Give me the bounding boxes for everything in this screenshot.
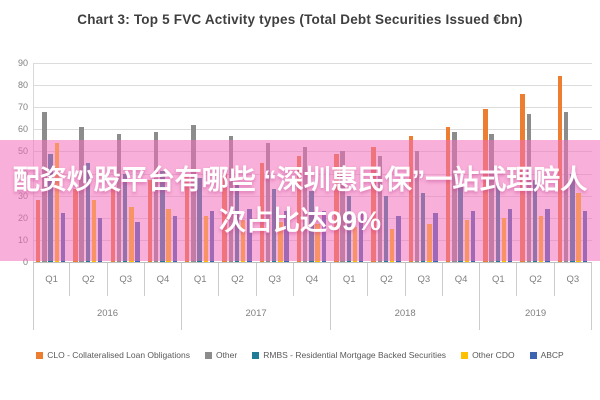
y-axis-tick-label: 60 bbox=[17, 124, 28, 135]
quarter-label: Q2 bbox=[368, 263, 406, 296]
legend-item: RMBS - Residential Mortgage Backed Secur… bbox=[252, 350, 446, 360]
legend-label: ABCP bbox=[540, 350, 564, 360]
y-axis-tick-label: 90 bbox=[17, 58, 28, 68]
legend-label: RMBS - Residential Mortgage Backed Secur… bbox=[263, 350, 447, 360]
quarter-label: Q1 bbox=[331, 263, 369, 296]
x-axis-line bbox=[33, 262, 592, 263]
legend-label: Other bbox=[215, 350, 238, 360]
quarter-label: Q1 bbox=[33, 263, 71, 296]
legend-swatch-icon bbox=[36, 351, 44, 359]
legend-label: CLO - Collateralised Loan Obligations bbox=[47, 350, 190, 360]
legend-item: Other bbox=[204, 350, 238, 360]
gridline bbox=[33, 63, 592, 64]
gridline bbox=[33, 85, 592, 87]
quarter-label: Q2 bbox=[70, 263, 108, 296]
y-axis-tick-label: 0 bbox=[22, 257, 28, 267]
legend-item: CLO - Collateralised Loan Obligations bbox=[36, 350, 190, 360]
legend-item: ABCP bbox=[529, 350, 564, 360]
overlay-banner: 配资炒股平台有哪些 “深圳惠民保”一站式理赔人 次占比达99% bbox=[0, 140, 600, 261]
legend-item: Other CDO bbox=[461, 350, 515, 360]
quarter-label: Q3 bbox=[257, 263, 294, 296]
legend-swatch-icon bbox=[204, 351, 212, 359]
legend-label: Other CDO bbox=[472, 350, 515, 360]
chart-title: Chart 3: Top 5 FVC Activity types (Total… bbox=[77, 12, 523, 27]
overlay-text-line1: 配资炒股平台有哪些 “深圳惠民保”一站式理赔人 bbox=[12, 165, 588, 195]
quarter-label: Q1 bbox=[480, 263, 518, 296]
quarter-label: Q2 bbox=[517, 263, 555, 296]
quarter-label: Q1 bbox=[182, 263, 220, 296]
year-label: 2016 bbox=[33, 296, 183, 330]
legend: CLO - Collateralised Loan Obligations Oth… bbox=[0, 350, 600, 360]
quarter-label: Q3 bbox=[555, 263, 592, 296]
legend-swatch-icon bbox=[529, 351, 537, 359]
year-label: 2017 bbox=[182, 296, 332, 330]
year-label: 2019 bbox=[480, 296, 592, 330]
y-axis-tick-label: 70 bbox=[17, 102, 28, 113]
legend-swatch-icon bbox=[461, 351, 469, 359]
quarter-label: Q4 bbox=[294, 263, 332, 296]
y-axis-tick-label: 80 bbox=[17, 80, 28, 91]
gridline bbox=[33, 107, 592, 109]
gridline bbox=[33, 129, 592, 131]
legend-swatch-icon bbox=[252, 351, 260, 359]
quarter-label: Q2 bbox=[219, 263, 257, 296]
year-label: 2018 bbox=[331, 296, 481, 330]
quarter-label: Q4 bbox=[443, 263, 481, 296]
quarter-label: Q3 bbox=[108, 263, 145, 296]
quarter-label: Q3 bbox=[406, 263, 443, 296]
quarter-label: Q4 bbox=[145, 263, 183, 296]
overlay-text-line2: 次占比达99% bbox=[218, 205, 382, 236]
